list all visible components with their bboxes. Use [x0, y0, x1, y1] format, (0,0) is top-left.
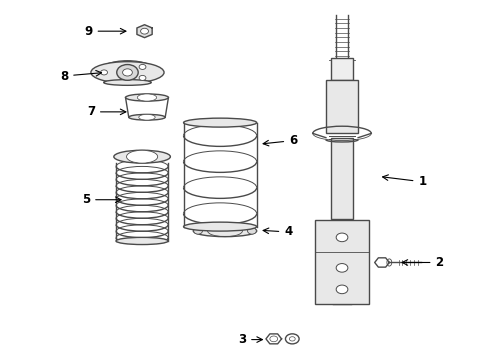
Ellipse shape [103, 80, 151, 85]
Circle shape [122, 69, 132, 76]
Ellipse shape [137, 94, 156, 101]
Circle shape [101, 70, 107, 75]
Circle shape [117, 64, 138, 80]
FancyBboxPatch shape [330, 58, 352, 80]
FancyBboxPatch shape [330, 138, 352, 220]
Circle shape [335, 233, 347, 242]
Text: 7: 7 [87, 105, 125, 118]
Ellipse shape [183, 222, 256, 231]
Text: 4: 4 [263, 225, 292, 238]
Polygon shape [315, 220, 368, 304]
Ellipse shape [213, 225, 236, 230]
Circle shape [335, 285, 347, 294]
Text: 2: 2 [401, 256, 443, 269]
Ellipse shape [116, 237, 168, 244]
Ellipse shape [128, 114, 165, 120]
Circle shape [141, 28, 148, 34]
Ellipse shape [91, 62, 163, 83]
Text: 6: 6 [263, 134, 297, 147]
Ellipse shape [126, 150, 157, 163]
Polygon shape [137, 25, 152, 38]
FancyBboxPatch shape [325, 80, 357, 134]
Ellipse shape [125, 94, 168, 101]
Text: 8: 8 [60, 69, 102, 82]
Ellipse shape [114, 150, 170, 163]
Circle shape [139, 75, 145, 80]
Text: 5: 5 [81, 193, 121, 206]
Circle shape [139, 64, 145, 69]
Ellipse shape [193, 225, 256, 237]
Text: 1: 1 [382, 175, 426, 188]
Text: 3: 3 [238, 333, 262, 346]
Circle shape [193, 228, 202, 234]
Circle shape [335, 264, 347, 272]
Text: 9: 9 [84, 25, 125, 38]
Ellipse shape [183, 118, 256, 127]
Ellipse shape [139, 114, 155, 120]
Circle shape [247, 228, 256, 234]
